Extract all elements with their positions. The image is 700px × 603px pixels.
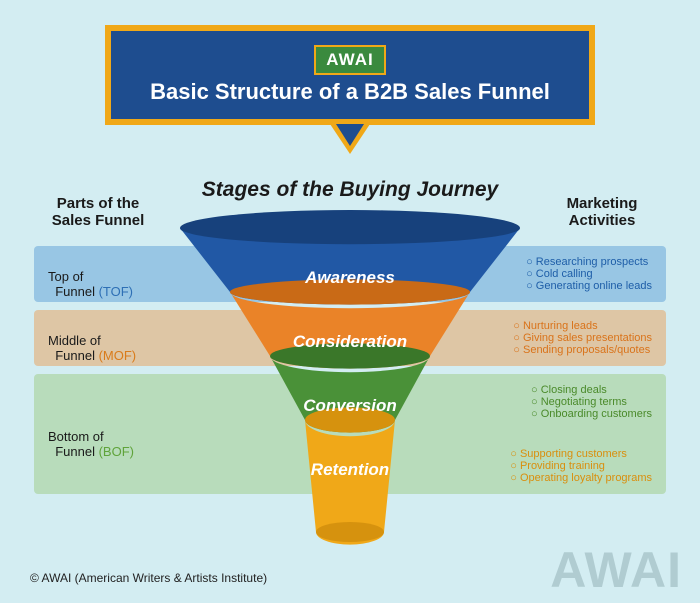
activity-item: Providing training (510, 460, 652, 472)
activity-item: Sending proposals/quotes (513, 344, 652, 356)
activity-item: Closing deals (531, 384, 652, 396)
activity-item: Operating loyalty programs (510, 472, 652, 484)
activity-item: Supporting customers (510, 448, 652, 460)
activity-item: Cold calling (526, 268, 652, 280)
activity-item: Nurturing leads (513, 320, 652, 332)
activity-item: Negotiating terms (531, 396, 652, 408)
activity-item: Onboarding customers (531, 408, 652, 420)
activities-list: Supporting customersProviding trainingOp… (366, 438, 666, 494)
activity-item: Generating online leads (526, 280, 652, 292)
activities-list: Nurturing leadsGiving sales presentation… (366, 310, 666, 366)
watermark-text: AWAI (550, 541, 682, 599)
activity-item: Giving sales presentations (513, 332, 652, 344)
activities-list: Closing dealsNegotiating termsOnboarding… (366, 374, 666, 430)
activities-list: Researching prospectsCold callingGenerat… (366, 246, 666, 302)
activity-item: Researching prospects (526, 256, 652, 268)
copyright-text: © AWAI (American Writers & Artists Insti… (30, 571, 267, 585)
